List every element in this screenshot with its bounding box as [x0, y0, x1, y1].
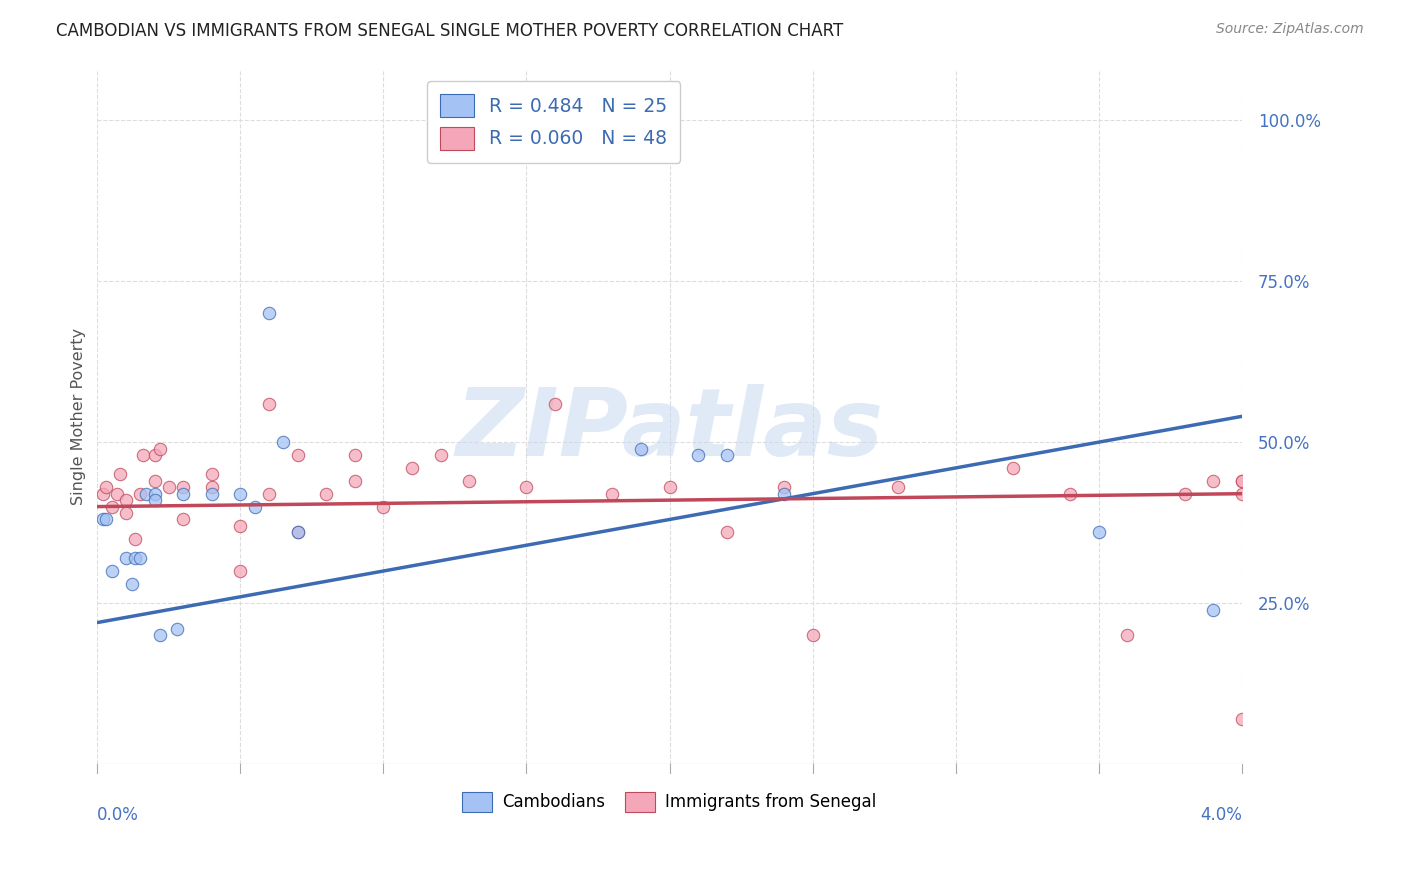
Point — [124, 551, 146, 566]
Point — [287, 448, 309, 462]
Point — [115, 493, 138, 508]
Text: ZIPatlas: ZIPatlas — [456, 384, 883, 476]
Point — [243, 500, 266, 514]
Point — [1230, 474, 1253, 488]
Point — [515, 480, 537, 494]
Point — [287, 525, 309, 540]
Point — [201, 486, 224, 500]
Point — [132, 448, 155, 462]
Point — [143, 474, 166, 488]
Text: CAMBODIAN VS IMMIGRANTS FROM SENEGAL SINGLE MOTHER POVERTY CORRELATION CHART: CAMBODIAN VS IMMIGRANTS FROM SENEGAL SIN… — [56, 22, 844, 40]
Point — [105, 486, 128, 500]
Point — [121, 577, 143, 591]
Point — [273, 435, 295, 450]
Point — [373, 500, 395, 514]
Point — [257, 396, 280, 410]
Point — [602, 486, 624, 500]
Point — [229, 564, 252, 578]
Point — [887, 480, 910, 494]
Point — [94, 512, 117, 526]
Point — [773, 486, 796, 500]
Point — [1230, 712, 1253, 726]
Point — [115, 506, 138, 520]
Y-axis label: Single Mother Poverty: Single Mother Poverty — [72, 328, 86, 505]
Point — [143, 486, 166, 500]
Point — [149, 442, 172, 456]
Point — [1173, 486, 1195, 500]
Text: 4.0%: 4.0% — [1199, 806, 1241, 824]
Point — [172, 512, 194, 526]
Point — [129, 486, 152, 500]
Point — [91, 486, 114, 500]
Point — [157, 480, 180, 494]
Point — [1001, 461, 1024, 475]
Point — [166, 622, 188, 636]
Point — [257, 306, 280, 320]
Point — [143, 448, 166, 462]
Point — [129, 551, 152, 566]
Point — [544, 396, 567, 410]
Point — [115, 551, 138, 566]
Point — [343, 474, 366, 488]
Point — [801, 628, 824, 642]
Point — [172, 480, 194, 494]
Point — [143, 493, 166, 508]
Point — [91, 512, 114, 526]
Point — [172, 486, 194, 500]
Point — [1202, 602, 1225, 616]
Point — [94, 480, 117, 494]
Point — [315, 486, 337, 500]
Point — [257, 486, 280, 500]
Point — [401, 461, 423, 475]
Point — [429, 448, 451, 462]
Point — [1116, 628, 1139, 642]
Point — [343, 448, 366, 462]
Point — [201, 467, 224, 482]
Point — [688, 448, 710, 462]
Point — [124, 532, 146, 546]
Text: 0.0%: 0.0% — [97, 806, 139, 824]
Point — [229, 519, 252, 533]
Point — [201, 480, 224, 494]
Point — [716, 525, 738, 540]
Point — [100, 500, 122, 514]
Point — [458, 474, 481, 488]
Point — [149, 628, 172, 642]
Point — [287, 525, 309, 540]
Point — [716, 448, 738, 462]
Point — [1087, 525, 1109, 540]
Point — [100, 564, 122, 578]
Point — [1059, 486, 1081, 500]
Point — [135, 486, 157, 500]
Point — [110, 467, 132, 482]
Point — [630, 442, 652, 456]
Text: Source: ZipAtlas.com: Source: ZipAtlas.com — [1216, 22, 1364, 37]
Point — [1202, 474, 1225, 488]
Point — [1230, 486, 1253, 500]
Point — [1230, 474, 1253, 488]
Point — [773, 480, 796, 494]
Point — [658, 480, 681, 494]
Legend: Cambodians, Immigrants from Senegal: Cambodians, Immigrants from Senegal — [456, 785, 883, 819]
Point — [229, 486, 252, 500]
